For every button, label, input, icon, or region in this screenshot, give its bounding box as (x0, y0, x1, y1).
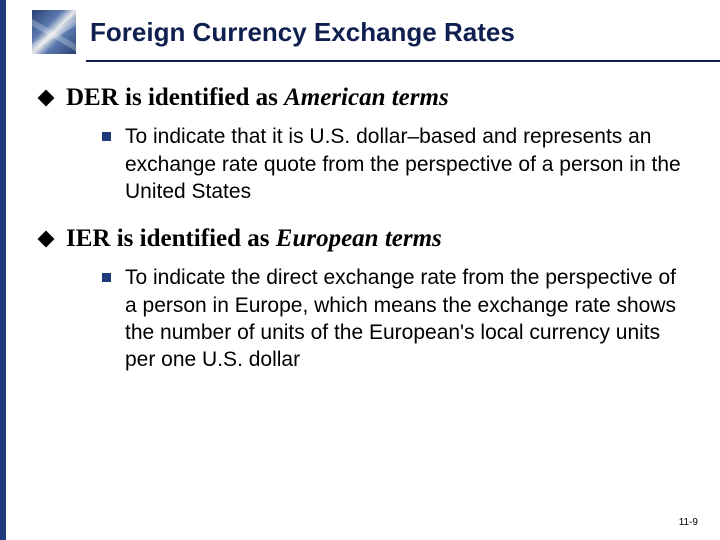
bullet-head: IER is identified as European terms (40, 223, 692, 254)
bullet-head: DER is identified as American terms (40, 82, 692, 113)
bullet-lead: IER is identified as (66, 225, 276, 252)
page-number: 11-9 (679, 517, 698, 528)
sub-bullet-text: To indicate that it is U.S. dollar–based… (125, 123, 682, 205)
bullet-title: DER is identified as American terms (66, 82, 449, 113)
bullet-lead: DER is identified as (66, 84, 284, 111)
sub-bullet: To indicate the direct exchange rate fro… (102, 264, 692, 373)
logo-icon (32, 10, 76, 54)
diamond-bullet-icon (38, 90, 55, 107)
bullet-point: IER is identified as European terms To i… (40, 223, 692, 373)
diamond-bullet-icon (38, 231, 55, 248)
bullet-emphasis: American terms (284, 84, 449, 111)
side-stripe (0, 0, 6, 540)
page-title: Foreign Currency Exchange Rates (90, 17, 515, 48)
bullet-point: DER is identified as American terms To i… (40, 82, 692, 205)
bullet-title: IER is identified as European terms (66, 223, 442, 254)
bullet-emphasis: European terms (276, 225, 442, 252)
sub-bullet-text: To indicate the direct exchange rate fro… (125, 264, 682, 373)
header: Foreign Currency Exchange Rates (0, 0, 720, 54)
square-bullet-icon (102, 273, 111, 282)
content-area: DER is identified as American terms To i… (0, 62, 720, 374)
square-bullet-icon (102, 132, 111, 141)
sub-bullet: To indicate that it is U.S. dollar–based… (102, 123, 692, 205)
